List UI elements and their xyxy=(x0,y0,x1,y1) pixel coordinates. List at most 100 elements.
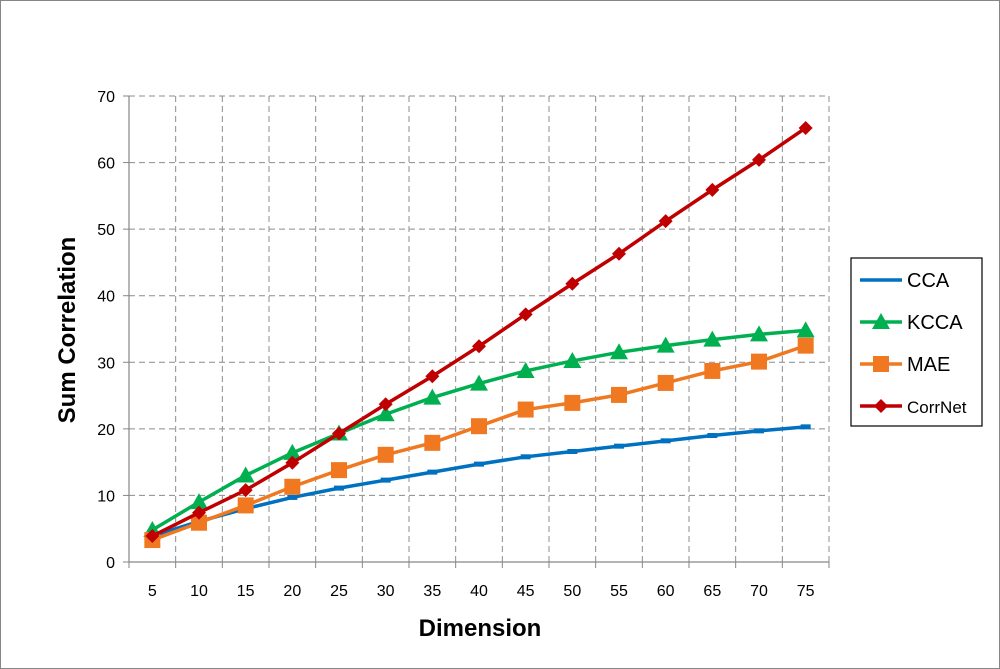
grid-lines xyxy=(129,95,830,562)
corrnet-point xyxy=(612,246,626,261)
x-tick-label: 15 xyxy=(237,583,255,600)
corrnet-point xyxy=(238,483,253,498)
y-tick-label: 60 xyxy=(97,156,115,173)
mae-point xyxy=(377,446,394,463)
corrnet-point xyxy=(565,276,580,291)
x-tick-label: 65 xyxy=(703,583,721,600)
cca-point xyxy=(567,448,578,454)
y-tick-labels: 0 10 20 30 40 50 60 70 xyxy=(97,89,115,572)
corrnet-point xyxy=(798,120,813,135)
cca-point xyxy=(474,461,484,467)
x-tick-label: 35 xyxy=(423,583,441,600)
mae-point xyxy=(657,374,674,391)
legend-kcca-label: KCCA xyxy=(907,312,963,334)
mae-point xyxy=(471,418,487,435)
corrnet-point xyxy=(192,505,206,520)
y-tick-label: 0 xyxy=(106,555,115,572)
cca-point xyxy=(614,443,624,449)
legend-box xyxy=(850,257,983,427)
kcca-point xyxy=(563,351,582,368)
mae-point xyxy=(751,353,767,370)
x-tick-label: 70 xyxy=(750,583,768,600)
x-tick-label: 55 xyxy=(610,583,628,600)
mae-point xyxy=(517,401,534,418)
legend-kcca-marker xyxy=(872,313,890,329)
legend-corrnet-marker xyxy=(874,399,888,413)
legend-cca-label: CCA xyxy=(907,270,950,292)
kcca-point xyxy=(516,361,535,378)
x-tick-label: 40 xyxy=(470,583,488,600)
x-tick-label: 75 xyxy=(797,583,815,600)
kcca-point xyxy=(236,466,255,483)
series-group xyxy=(143,120,815,549)
kcca-point xyxy=(376,405,395,422)
corrnet-point xyxy=(752,152,766,167)
mae-point xyxy=(237,497,254,514)
kcca-point xyxy=(610,343,628,360)
corrnet-point xyxy=(472,339,486,354)
mae-point xyxy=(611,386,627,403)
x-tick-label: 5 xyxy=(148,583,157,600)
y-tick-label: 40 xyxy=(97,289,115,306)
corrnet-point xyxy=(705,182,720,197)
kcca-point xyxy=(656,336,675,353)
corrnet-point xyxy=(518,307,533,322)
x-tick-label: 50 xyxy=(563,583,581,600)
cca-point xyxy=(520,454,531,460)
legend-item-corrnet: CorrNet xyxy=(860,398,967,417)
cca-point xyxy=(800,424,811,430)
series-corrnet xyxy=(145,120,813,544)
x-tick-label: 20 xyxy=(283,583,301,600)
x-tick-label: 30 xyxy=(377,583,395,600)
corrnet-point xyxy=(378,397,393,412)
legend-item-kcca: KCCA xyxy=(860,312,963,334)
mae-point xyxy=(704,362,721,379)
y-tick-label: 50 xyxy=(97,222,115,239)
cca-point xyxy=(707,433,718,439)
legend-mae-label: MAE xyxy=(907,354,950,376)
series-kcca xyxy=(143,321,815,538)
cca-point xyxy=(287,494,298,500)
x-tick-label: 60 xyxy=(657,583,675,600)
corrnet-point xyxy=(145,529,160,544)
mae-point xyxy=(331,462,347,479)
axes xyxy=(123,95,830,568)
mae-point xyxy=(284,478,301,495)
x-tick-label: 25 xyxy=(330,583,348,600)
kcca-point xyxy=(423,388,442,405)
series-mae xyxy=(144,337,814,549)
mae-point xyxy=(564,394,581,411)
legend-corrnet-label: CorrNet xyxy=(907,398,967,417)
corrnet-point xyxy=(658,214,673,229)
cca-point xyxy=(334,485,344,491)
x-tick-label: 10 xyxy=(190,583,208,600)
kcca-point xyxy=(703,330,722,347)
cca-point xyxy=(380,477,391,483)
x-tick-labels: 5 10 15 20 25 30 35 40 45 50 55 60 65 70 75 xyxy=(148,583,815,600)
mae-point xyxy=(797,337,814,354)
cca-point xyxy=(660,438,671,444)
kcca-point xyxy=(750,325,768,342)
kcca-point xyxy=(470,374,488,391)
mae-point xyxy=(191,514,207,531)
corrnet-point xyxy=(425,369,440,384)
legend-item-mae: MAE xyxy=(860,354,950,376)
y-tick-label: 30 xyxy=(97,355,115,372)
cca-point xyxy=(754,428,764,434)
corrnet-point xyxy=(332,426,346,441)
x-tick-label: 45 xyxy=(517,583,535,600)
cca-point xyxy=(427,469,438,475)
mae-point xyxy=(424,434,441,451)
corrnet-point xyxy=(285,455,300,470)
y-tick-label: 10 xyxy=(97,488,115,505)
legend: CCA KCCA MAE CorrNet xyxy=(850,257,983,427)
x-axis-title: Dimension xyxy=(419,615,542,642)
y-tick-label: 70 xyxy=(97,89,115,106)
kcca-point xyxy=(190,493,208,510)
legend-mae-marker xyxy=(873,356,889,372)
kcca-point xyxy=(283,443,302,460)
kcca-point xyxy=(796,321,815,338)
y-axis-title: Sum Correlation xyxy=(54,237,81,424)
